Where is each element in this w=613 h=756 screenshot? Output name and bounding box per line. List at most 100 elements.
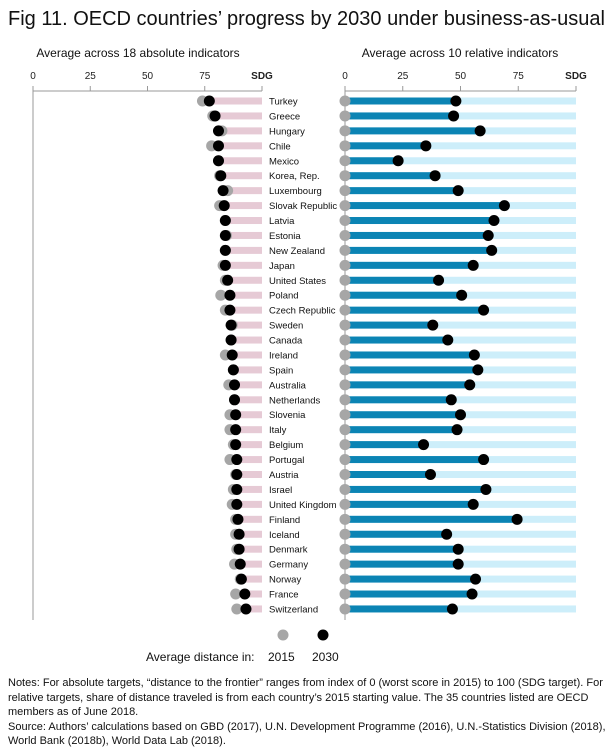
dot-2015	[339, 439, 351, 451]
progress-bar	[345, 500, 474, 508]
gap-bar	[345, 396, 576, 404]
gap-bar	[234, 396, 262, 404]
gap-bar	[345, 441, 576, 449]
gap-bar	[220, 291, 262, 299]
dot-2030	[452, 543, 464, 555]
legend-label: Average distance in:	[146, 650, 255, 664]
country-label: Italy	[269, 425, 287, 436]
dot-2030	[227, 364, 239, 376]
gap-bar	[345, 530, 576, 538]
progress-bar	[345, 217, 494, 225]
dot-2030	[442, 334, 454, 346]
progress-bar	[345, 485, 486, 493]
gap-bar	[235, 530, 262, 538]
dot-2030	[470, 573, 482, 585]
dot-2015	[215, 289, 227, 301]
dot-2015	[339, 140, 351, 152]
gap-bar	[211, 142, 262, 150]
dot-2015	[339, 110, 351, 122]
dot-2030	[478, 454, 490, 466]
progress-bar	[345, 411, 461, 419]
dot-2030	[224, 289, 236, 301]
country-label: Canada	[269, 336, 303, 347]
tick-label: SDG	[565, 71, 587, 82]
gap-bar	[233, 441, 262, 449]
dot-2015	[339, 259, 351, 271]
dot-2030	[511, 513, 523, 525]
progress-bar	[345, 590, 473, 598]
dot-2030	[226, 349, 238, 361]
gap-bar	[233, 366, 262, 374]
dot-2030	[433, 274, 445, 286]
gap-bar	[219, 202, 262, 210]
gap-bar	[225, 217, 262, 225]
dot-2030	[429, 170, 441, 182]
country-label: Germany	[269, 560, 308, 571]
gap-bar	[240, 575, 262, 583]
dot-2015	[339, 229, 351, 241]
legend-dot-2015	[277, 629, 289, 641]
dot-2030	[446, 603, 458, 615]
country-label: Finland	[269, 515, 300, 526]
dot-2030	[392, 155, 404, 167]
progress-bar	[345, 366, 478, 374]
progress-bar	[345, 157, 399, 165]
country-label: Israel	[269, 485, 292, 496]
gap-bar	[229, 456, 262, 464]
dot-2030	[231, 469, 243, 480]
country-label: Spain	[269, 365, 293, 376]
country-label: Poland	[269, 291, 299, 302]
progress-bar	[345, 127, 481, 135]
source-text: Source: Authors’ calculations based on G…	[8, 720, 606, 748]
dot-2030	[424, 469, 436, 480]
progress-bar	[345, 202, 505, 210]
tick-label: 25	[397, 71, 409, 82]
gap-bar	[345, 112, 576, 120]
figure-title: Fig 11. OECD countries’ progress by 2030…	[8, 8, 605, 30]
dot-2015	[339, 483, 351, 495]
country-label: Ireland	[269, 350, 298, 361]
gap-bar	[225, 246, 262, 254]
dot-2030	[450, 95, 462, 107]
gap-bar	[212, 112, 262, 120]
gap-bar	[233, 485, 262, 493]
progress-bar	[345, 142, 426, 150]
gap-bar	[235, 471, 262, 478]
dot-2030	[230, 424, 242, 436]
country-label: Turkey	[269, 97, 298, 108]
progress-bar	[345, 515, 518, 523]
country-label: Iceland	[269, 530, 300, 541]
dot-2030	[233, 543, 245, 555]
dot-2015	[339, 469, 351, 480]
dot-2030	[225, 334, 237, 346]
gap-bar	[345, 321, 576, 329]
dot-2030	[203, 95, 215, 107]
country-label: United States	[269, 276, 326, 287]
dot-2015	[339, 603, 351, 615]
country-label: Japan	[269, 261, 295, 272]
dot-2030	[468, 349, 480, 361]
dot-2030	[420, 140, 432, 152]
country-label: Sweden	[269, 321, 303, 332]
country-label: Portugal	[269, 455, 304, 466]
gap-bar	[229, 426, 262, 434]
dot-2015	[339, 424, 351, 436]
progress-bar	[345, 291, 462, 299]
progress-bar	[345, 560, 459, 568]
dot-2030	[232, 513, 244, 525]
progress-bar	[345, 575, 476, 583]
legend-item-2030: 2030	[312, 650, 339, 664]
dot-2015	[339, 364, 351, 376]
dot-2015	[339, 558, 351, 570]
progress-bar	[345, 112, 454, 120]
dot-2015	[339, 185, 351, 197]
dot-2030	[480, 483, 492, 495]
dot-2015	[339, 454, 351, 466]
dot-2030	[224, 304, 236, 316]
dot-2015	[339, 244, 351, 256]
dot-2030	[486, 244, 498, 256]
dot-2030	[218, 200, 230, 212]
progress-bar	[345, 261, 474, 269]
dot-2015	[339, 200, 351, 212]
progress-bar	[345, 381, 470, 389]
